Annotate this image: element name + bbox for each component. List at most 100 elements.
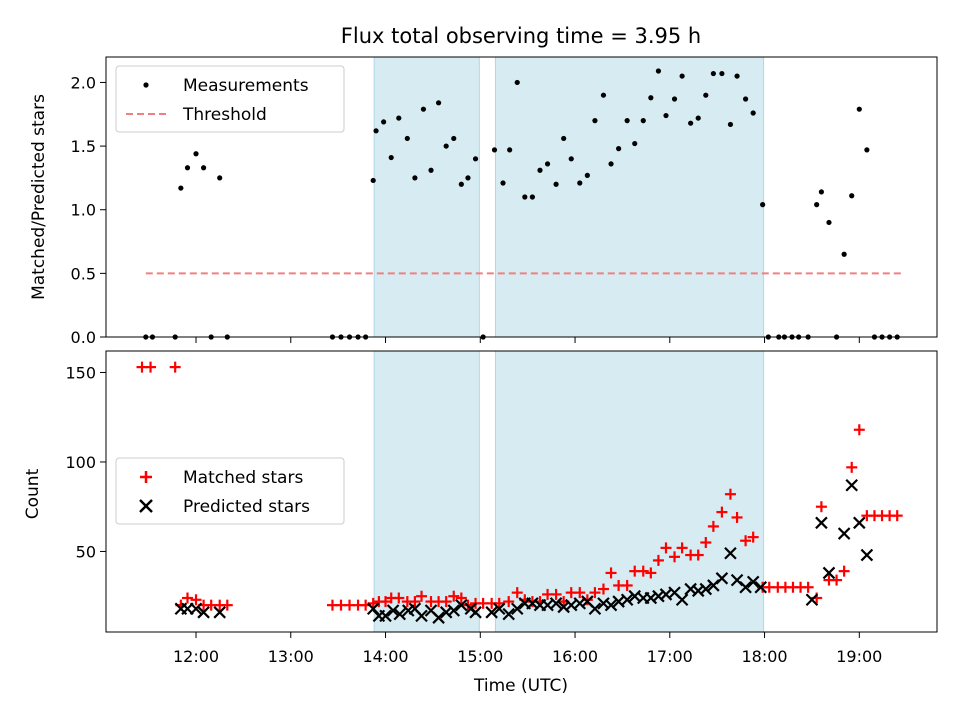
measurement-point bbox=[727, 121, 734, 128]
matched-star-marker bbox=[846, 461, 858, 473]
measurement-point bbox=[388, 154, 394, 161]
predicted-star-marker bbox=[822, 566, 836, 580]
ratio-legend-box bbox=[115, 65, 345, 133]
observing-interval-band bbox=[373, 350, 480, 633]
predicted-star-marker bbox=[492, 602, 506, 616]
measurement-point bbox=[624, 118, 630, 124]
x-tick-label: 12:00 bbox=[173, 647, 219, 666]
matched-star-marker bbox=[221, 599, 233, 611]
measurement-point bbox=[381, 119, 387, 125]
predicted-marker-stroke bbox=[754, 580, 768, 594]
matched-star-marker bbox=[455, 592, 467, 604]
measurement-point bbox=[217, 175, 223, 181]
predicted-marker-stroke bbox=[447, 604, 461, 617]
predicted-star-marker bbox=[860, 548, 874, 562]
predicted-marker-stroke bbox=[724, 546, 737, 560]
predicted-marker-stroke bbox=[564, 598, 578, 612]
y-tick-label: 150 bbox=[65, 363, 96, 382]
predicted-star-marker bbox=[386, 604, 400, 617]
measurement-point bbox=[373, 128, 379, 134]
predicted-marker-stroke bbox=[739, 580, 752, 594]
predicted-star-marker bbox=[485, 606, 498, 619]
y-tick-label: 1.5 bbox=[71, 137, 96, 156]
predicted-marker-stroke bbox=[652, 589, 665, 603]
predicted-star-marker bbox=[432, 611, 445, 624]
matched-star-marker bbox=[692, 549, 704, 561]
predicted-star-marker bbox=[724, 546, 737, 560]
predicted-marker-stroke bbox=[715, 572, 729, 585]
measurement-point bbox=[500, 180, 506, 186]
predicted-marker-stroke bbox=[620, 593, 634, 607]
measurement-point bbox=[184, 165, 191, 171]
measurement-point bbox=[412, 175, 418, 181]
predicted-star-marker bbox=[853, 516, 866, 530]
matched-star-marker bbox=[700, 537, 712, 549]
measurement-point bbox=[688, 120, 694, 126]
matched-star-marker bbox=[605, 567, 617, 579]
matched-star-marker bbox=[589, 587, 601, 599]
measurement-point bbox=[561, 135, 567, 142]
matched-star-marker bbox=[853, 424, 865, 436]
measurement-point bbox=[841, 251, 847, 257]
measurement-point bbox=[568, 156, 574, 162]
predicted-marker-stroke bbox=[393, 607, 407, 621]
legend-predicted-marker bbox=[139, 499, 153, 513]
count-x-axis: 12:00 13:00 14:00 15:00 16:00 17:00 18:00 19:00 bbox=[173, 632, 882, 666]
measurement-point bbox=[472, 156, 479, 162]
matched-star-marker bbox=[440, 596, 452, 608]
matched-star-marker bbox=[707, 520, 719, 532]
y-tick-label: 50 bbox=[76, 542, 96, 561]
predicted-stars-series bbox=[174, 478, 874, 624]
predicted-marker-stroke bbox=[644, 591, 658, 605]
measurement-point bbox=[491, 147, 498, 153]
predicted-star-marker bbox=[620, 593, 634, 607]
count-plot-frame bbox=[105, 350, 938, 633]
measurement-point bbox=[193, 151, 199, 157]
observing-interval-band bbox=[494, 56, 765, 338]
predicted-star-marker bbox=[415, 609, 428, 623]
predicted-marker-stroke bbox=[455, 598, 468, 612]
measurement-point bbox=[522, 194, 528, 200]
predicted-marker-stroke bbox=[659, 588, 673, 601]
predicted-marker-stroke bbox=[469, 606, 482, 619]
measurement-point bbox=[514, 79, 520, 86]
ratio-x-ticks bbox=[195, 337, 860, 343]
x-tick-label: 19:00 bbox=[836, 647, 882, 666]
predicted-marker-stroke bbox=[691, 584, 705, 598]
predicted-star-marker bbox=[715, 572, 729, 585]
measurement-point bbox=[679, 73, 685, 79]
measurement-point bbox=[695, 115, 701, 121]
predicted-marker-stroke bbox=[189, 602, 203, 616]
matched-stars-series bbox=[136, 361, 903, 611]
predicted-star-marker bbox=[393, 607, 407, 621]
matched-star-marker bbox=[493, 597, 505, 609]
predicted-marker-stroke bbox=[746, 575, 760, 589]
matched-star-marker bbox=[181, 592, 193, 604]
predicted-star-marker bbox=[699, 582, 713, 596]
measurement-point bbox=[655, 68, 662, 74]
matched-star-marker bbox=[669, 551, 681, 563]
matched-star-marker bbox=[367, 597, 379, 609]
matched-star-marker bbox=[838, 565, 850, 577]
measurement-point bbox=[507, 147, 513, 153]
matched-star-marker bbox=[645, 567, 657, 579]
measurement-point bbox=[814, 202, 820, 208]
measurement-point bbox=[632, 140, 638, 147]
predicted-marker-stroke bbox=[860, 548, 874, 562]
measurement-point bbox=[465, 175, 471, 181]
measurement-point bbox=[428, 167, 434, 173]
measurement-point bbox=[178, 185, 184, 191]
measurement-point bbox=[742, 96, 749, 102]
measurement-point bbox=[640, 118, 646, 124]
legend-threshold-label: Threshold bbox=[182, 105, 267, 125]
matched-star-marker bbox=[652, 554, 664, 566]
ratio-y-axis-label: Matched/Predicted stars bbox=[29, 94, 49, 300]
matched-star-marker bbox=[815, 501, 827, 513]
predicted-star-marker bbox=[837, 527, 851, 540]
measurement-point bbox=[451, 135, 457, 142]
measurement-point bbox=[396, 115, 402, 121]
predicted-marker-stroke bbox=[379, 609, 392, 623]
matched-star-marker bbox=[637, 565, 649, 577]
measurement-point bbox=[760, 202, 766, 208]
measurement-point bbox=[671, 96, 678, 102]
